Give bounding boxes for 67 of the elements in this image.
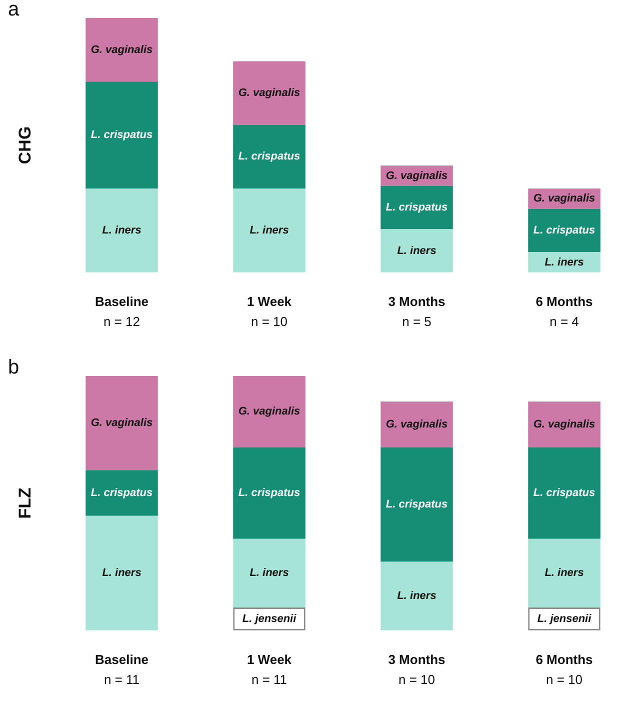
text: G. vaginalis: [238, 406, 300, 418]
text: L. jensenii: [537, 612, 592, 625]
bar: [380, 186, 453, 230]
bar: [86, 516, 158, 630]
text: L. iners: [397, 590, 436, 602]
text: n = 10: [546, 672, 583, 687]
series-label: L. crispatus: [90, 129, 153, 142]
bar: [233, 538, 306, 608]
text: L. crispatus: [386, 202, 448, 214]
bar: [233, 61, 306, 125]
text: G. vaginalis: [90, 44, 153, 56]
bar: [528, 401, 600, 448]
text: G. vaginalis: [533, 418, 596, 430]
bar: [233, 124, 306, 188]
y-axis-title: CHG: [16, 126, 35, 164]
text: G. vaginalis: [533, 192, 596, 205]
text: n = 11: [104, 672, 140, 687]
bar: [380, 562, 453, 630]
bar: [233, 447, 306, 539]
text: G. vaginalis: [386, 418, 448, 430]
text: L. crispatus: [238, 487, 300, 500]
bar: [86, 82, 158, 188]
bar: [528, 447, 600, 539]
y-axis-title: FLZ: [16, 488, 35, 519]
x-tick-label: 3 Months: [388, 652, 446, 667]
text: n = 11: [251, 672, 288, 687]
series-label: G. vaginalis: [90, 417, 153, 430]
series-label: G. vaginalis: [386, 170, 448, 182]
bar: [86, 376, 158, 470]
text: L. crispatus: [238, 150, 300, 163]
chart-title: a: [8, 0, 20, 21]
x-tick-label: 1 Week: [246, 294, 292, 309]
text: n = 10: [398, 672, 436, 687]
x-tick-label: 6 Months: [536, 652, 593, 667]
series-label: L. jensenii: [242, 612, 298, 625]
x-tick-label: Baseline: [95, 294, 148, 309]
bar: [86, 470, 158, 516]
bar: [86, 188, 158, 272]
series-label: L. crispatus: [90, 487, 153, 500]
series-label: L. iners: [544, 256, 584, 268]
text: L. iners: [397, 244, 436, 257]
text: n = 12: [103, 314, 140, 329]
text: L. iners: [102, 224, 142, 236]
text: L. iners: [250, 224, 289, 236]
bar: [380, 447, 453, 562]
text: L. crispatus: [533, 487, 596, 500]
x-tick-label: 6 Months: [536, 294, 593, 309]
x-tick-label: 1 Week: [246, 652, 292, 667]
bar: [233, 376, 306, 448]
x-tick-label: 3 Months: [388, 294, 446, 309]
bar: [233, 188, 306, 272]
x-tick-label: Baseline: [95, 652, 148, 667]
bar: [528, 538, 600, 608]
text: L. crispatus: [386, 498, 448, 511]
text: L. crispatus: [533, 224, 596, 236]
chart-title: b: [8, 356, 20, 379]
text: L. iners: [544, 567, 584, 580]
text: n = 10: [250, 314, 288, 329]
bar: [380, 401, 453, 448]
series-label: L. iners: [102, 567, 142, 580]
text: n = 5: [402, 314, 432, 329]
bar: [380, 229, 453, 272]
text: n = 4: [550, 314, 579, 329]
text: G. vaginalis: [238, 87, 300, 100]
bar: [86, 18, 158, 82]
bar: [528, 208, 600, 252]
text: L. iners: [250, 567, 289, 580]
